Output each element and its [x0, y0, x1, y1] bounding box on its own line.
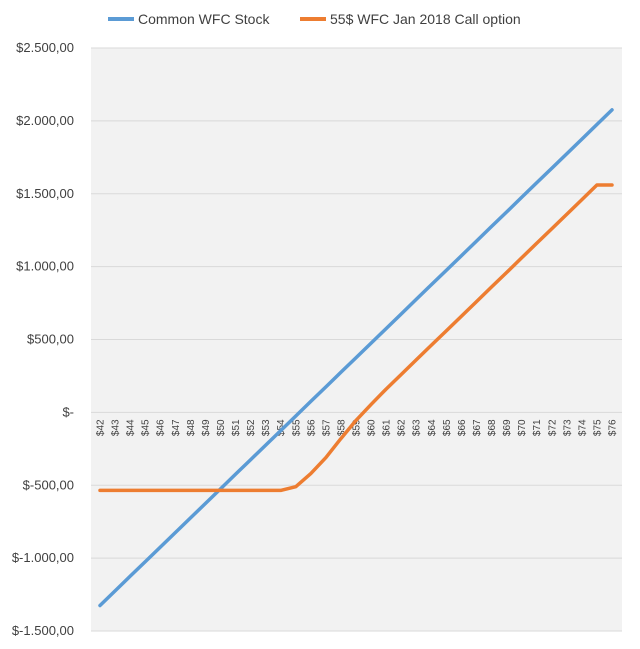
x-tick-label: $63 [412, 419, 423, 436]
x-tick-label: $51 [231, 419, 242, 436]
x-tick-label: $43 [111, 419, 122, 436]
x-tick-label: $72 [547, 419, 558, 436]
x-tick-label: $45 [141, 419, 152, 436]
y-tick-label: $-500,00 [23, 477, 74, 492]
x-tick-label: $46 [156, 419, 167, 436]
legend: Common WFC Stock 55$ WFC Jan 2018 Call o… [108, 11, 521, 27]
y-tick-label: $1.000,00 [16, 259, 74, 274]
y-tick-label: $2.000,00 [16, 113, 74, 128]
x-tick-label: $64 [427, 419, 438, 436]
x-tick-label: $58 [336, 419, 347, 436]
x-tick-label: $56 [306, 419, 317, 436]
x-tick-label: $48 [186, 419, 197, 436]
x-tick-label: $74 [577, 419, 588, 436]
x-tick-label: $60 [367, 419, 378, 436]
x-tick-label: $53 [261, 419, 272, 436]
x-tick-label: $44 [126, 419, 137, 436]
x-tick-label: $67 [472, 419, 483, 436]
series-line-common-stock [98, 108, 614, 608]
gridlines [91, 47, 622, 632]
x-tick-label: $71 [532, 419, 543, 436]
y-tick-label: $1.500,00 [16, 186, 74, 201]
x-tick-label: $69 [502, 419, 513, 436]
x-tick-label: $61 [382, 419, 393, 436]
x-tick-label: $68 [487, 419, 498, 436]
y-tick-label: $-1.500,00 [12, 623, 74, 638]
x-tick-label: $50 [216, 419, 227, 436]
x-tick-label: $55 [291, 419, 302, 436]
legend-label-common-stock: Common WFC Stock [138, 11, 270, 27]
x-tick-label: $73 [562, 419, 573, 436]
y-tick-label: $500,00 [27, 332, 74, 347]
x-tick-label: $47 [171, 419, 182, 436]
y-tick-label: $-1.000,00 [12, 550, 74, 565]
series-lines [98, 108, 614, 608]
y-tick-label: $2.500,00 [16, 40, 74, 55]
x-tick-label: $66 [457, 419, 468, 436]
x-tick-label: $76 [608, 419, 619, 436]
x-tick-label: $52 [246, 419, 257, 436]
x-tick-label: $65 [442, 419, 453, 436]
y-tick-label: $- [62, 404, 74, 419]
x-tick-label: $70 [517, 419, 528, 436]
x-tick-label: $57 [321, 419, 332, 436]
x-tick-label: $59 [352, 419, 363, 436]
y-axis-tick-labels: $2.500,00 $2.000,00 $1.500,00 $1.000,00 $500… [12, 40, 74, 638]
legend-label-call-option: 55$ WFC Jan 2018 Call option [330, 11, 521, 27]
x-tick-label: $75 [592, 419, 603, 436]
x-tick-label: $49 [201, 419, 212, 436]
x-tick-label: $62 [397, 419, 408, 436]
x-tick-label: $42 [96, 419, 107, 436]
series-line-call-option [98, 183, 614, 493]
